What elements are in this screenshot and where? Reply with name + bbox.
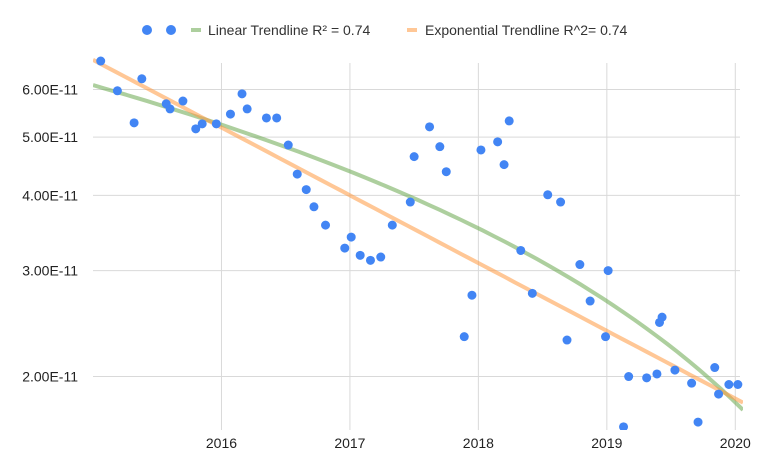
- data-point: [425, 122, 435, 132]
- data-point: [575, 260, 585, 270]
- y-axis-ticks: 2.00E-11 3.00E-11 4.00E-11 5.00E-11 6.00E-11: [22, 81, 78, 384]
- data-point: [211, 119, 221, 129]
- data-point: [165, 104, 175, 114]
- data-point: [657, 312, 667, 322]
- data-point: [516, 245, 526, 255]
- data-points: [96, 56, 743, 430]
- data-point: [733, 380, 743, 390]
- data-point: [476, 145, 486, 155]
- data-point: [242, 104, 252, 114]
- data-point: [603, 266, 613, 276]
- trendlines: [93, 58, 743, 412]
- data-point: [504, 116, 514, 126]
- data-point: [365, 255, 375, 265]
- legend: Linear Trendline R² = 0.74 Exponential T…: [142, 22, 628, 38]
- data-point: [178, 96, 188, 106]
- exponential-trendline: [93, 58, 743, 405]
- data-point: [619, 422, 629, 430]
- data-point: [459, 332, 469, 342]
- data-point: [642, 373, 652, 383]
- data-point: [272, 113, 282, 123]
- data-point: [652, 369, 662, 379]
- data-point: [129, 118, 139, 128]
- data-point: [112, 86, 122, 96]
- x-tick-label: 2016: [206, 435, 237, 451]
- x-tick-label: 2020: [720, 435, 751, 451]
- x-axis-ticks: 2016 2017 2018 2019 2020: [206, 435, 751, 451]
- legend-dot-1: [142, 25, 152, 35]
- data-point: [409, 152, 419, 162]
- y-tick-label: 3.00E-11: [22, 263, 78, 279]
- data-point: [376, 252, 386, 262]
- data-point: [96, 56, 106, 66]
- x-tick-label: 2017: [334, 435, 365, 451]
- data-point: [292, 169, 302, 179]
- data-point: [527, 288, 537, 298]
- data-point: [309, 202, 319, 212]
- data-point: [283, 140, 293, 150]
- data-point: [355, 250, 365, 260]
- legend-linear-label: Linear Trendline R² = 0.74: [208, 22, 370, 38]
- data-point: [197, 119, 207, 129]
- data-point: [225, 109, 235, 119]
- data-point: [346, 232, 356, 242]
- x-tick-label: 2018: [463, 435, 494, 451]
- data-point: [687, 378, 697, 388]
- data-point: [441, 167, 451, 177]
- data-point: [601, 332, 611, 342]
- data-point: [435, 142, 445, 152]
- data-point: [137, 74, 147, 84]
- data-point: [724, 380, 734, 390]
- gridlines: [93, 63, 740, 430]
- data-point: [191, 124, 201, 134]
- data-point: [301, 185, 311, 195]
- data-point: [543, 190, 553, 200]
- data-point: [405, 197, 415, 207]
- legend-exponential-label: Exponential Trendline R^2= 0.74: [425, 22, 628, 38]
- data-point: [237, 89, 247, 99]
- data-point: [693, 417, 703, 427]
- data-point: [710, 363, 720, 373]
- data-point: [562, 335, 572, 345]
- y-tick-label: 2.00E-11: [22, 369, 78, 385]
- data-point: [261, 113, 271, 123]
- data-point: [340, 243, 350, 253]
- data-point: [624, 372, 634, 382]
- data-point: [467, 290, 477, 300]
- data-point: [556, 197, 566, 207]
- data-point: [499, 160, 509, 170]
- data-point: [714, 389, 724, 399]
- linear-trendline: [93, 83, 743, 412]
- data-point: [670, 365, 680, 375]
- data-point: [387, 220, 397, 230]
- y-tick-label: 6.00E-11: [22, 81, 78, 97]
- data-point: [493, 137, 503, 147]
- y-tick-label: 4.00E-11: [22, 187, 78, 203]
- data-point: [585, 296, 595, 306]
- x-tick-label: 2019: [591, 435, 622, 451]
- y-tick-label: 5.00E-11: [22, 129, 78, 145]
- legend-dot-2: [166, 25, 176, 35]
- data-point: [321, 220, 331, 230]
